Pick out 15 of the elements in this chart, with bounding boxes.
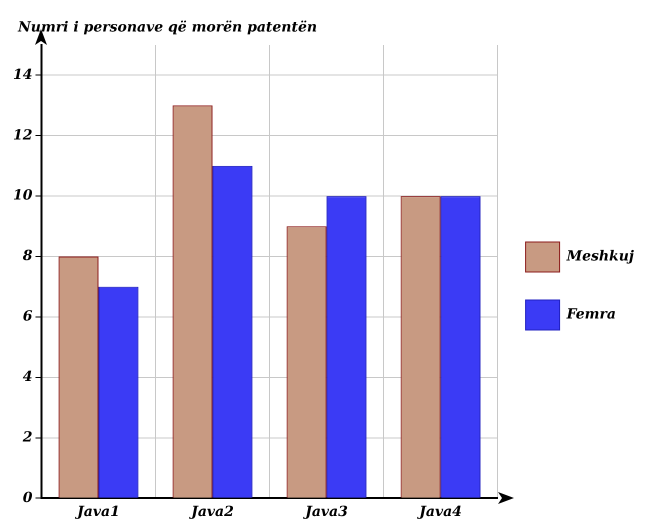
y-tick-label: 0 bbox=[22, 490, 33, 506]
legend-label: Femra bbox=[566, 306, 616, 323]
y-tick-label: 10 bbox=[13, 188, 33, 204]
x-tick-label: Java1 bbox=[74, 504, 120, 520]
y-tick-label: 6 bbox=[22, 308, 33, 325]
x-tick-label: Java4 bbox=[416, 504, 462, 520]
y-tick-label: 14 bbox=[13, 66, 32, 83]
legend-label: Meshkuj bbox=[566, 248, 634, 265]
y-tick-label: 8 bbox=[22, 248, 33, 264]
x-tick-label: Java3 bbox=[302, 504, 348, 520]
x-tick-label: Java2 bbox=[188, 504, 234, 520]
y-tick-label: 2 bbox=[22, 429, 33, 446]
y-axis-title: Numri i personave që morën patentën bbox=[17, 20, 318, 36]
y-tick-label: 4 bbox=[22, 368, 32, 385]
y-tick-label: 12 bbox=[13, 127, 33, 144]
